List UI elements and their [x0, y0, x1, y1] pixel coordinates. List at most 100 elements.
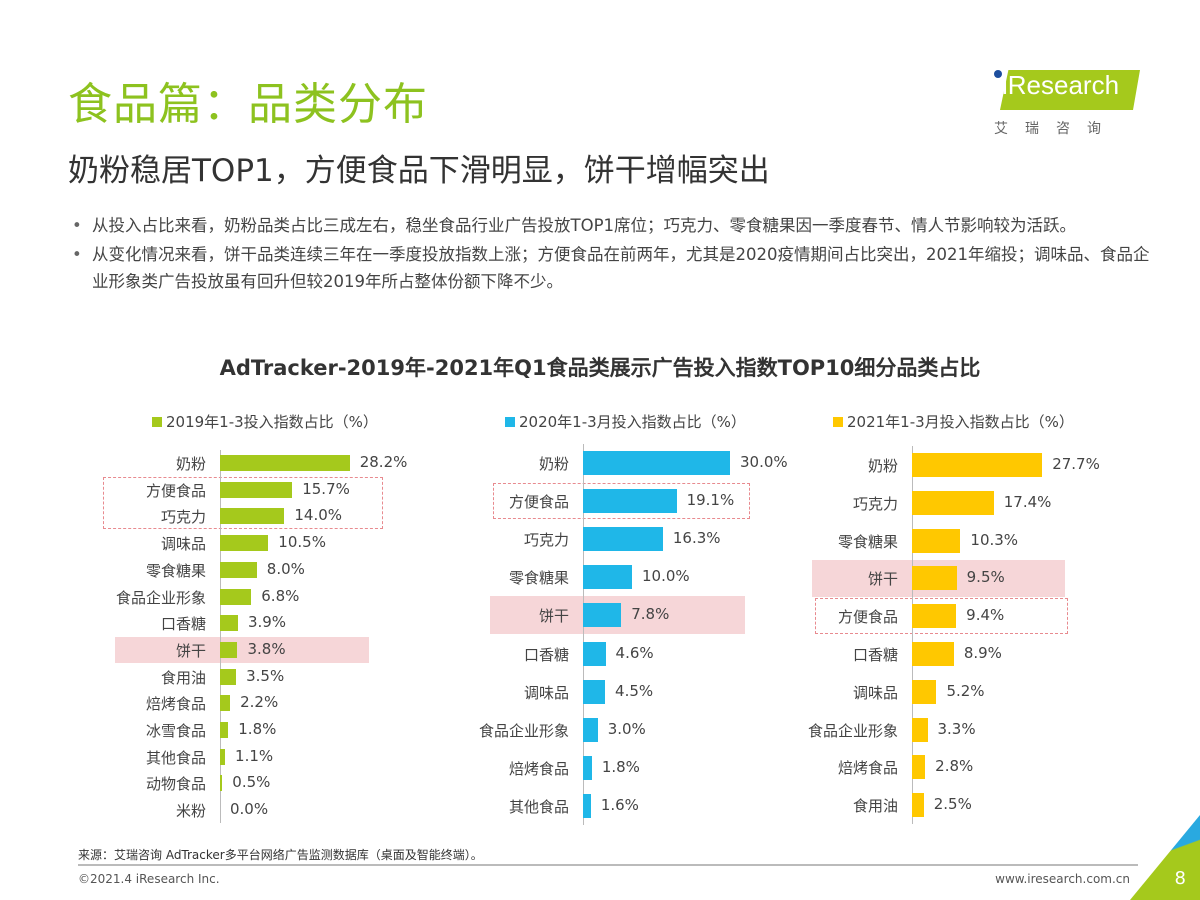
category-label: 奶粉 [538, 455, 569, 473]
bar [912, 755, 926, 780]
bar [912, 717, 928, 742]
category-label: 食品企业形象 [478, 721, 569, 740]
category-label: 调味品 [852, 683, 898, 702]
category-label: 零食糖果 [145, 561, 206, 580]
website-url: www.iresearch.com.cn [995, 872, 1130, 886]
legend-label: 2019年1-3投入指数占比（%） [166, 413, 378, 431]
bar [583, 489, 677, 514]
page-subtitle: 奶粉稳居TOP1，方便食品下滑明显，饼干增幅突出 [68, 153, 770, 189]
iresearch-logo: iResearch 艾瑞咨询 [988, 62, 1148, 142]
bar [912, 453, 1043, 477]
category-label: 奶粉 [175, 455, 206, 473]
chart-title: AdTracker-2019年-2021年Q1食品类展示广告投入指数TOP10细… [219, 356, 981, 380]
logo-background [1000, 70, 1140, 110]
legend-swatch [152, 417, 162, 427]
category-label: 方便食品 [145, 481, 206, 500]
bar [220, 508, 285, 525]
bar [220, 748, 226, 765]
category-label: 食用油 [160, 668, 206, 687]
bar [583, 565, 632, 590]
bar [912, 793, 924, 818]
bar [583, 679, 606, 704]
category-label: 方便食品 [837, 608, 898, 627]
source-note: 来源：艾瑞咨询 AdTracker多平台网络广告监测数据库（桌面及智能终端）。 [78, 848, 483, 862]
bar [912, 490, 994, 515]
category-axis [912, 446, 913, 825]
data-label: 7.8% [631, 605, 670, 624]
bar [583, 603, 622, 628]
logo-cn: 艾瑞咨询 [994, 121, 1118, 137]
copyright: ©2021.4 iResearch Inc. [78, 872, 220, 886]
bar [583, 717, 598, 742]
bar [220, 455, 350, 471]
bar [220, 775, 223, 792]
highlight-band [115, 636, 369, 664]
data-label: 3.0% [607, 719, 646, 738]
corner-decoration [1130, 815, 1200, 900]
bar [912, 642, 954, 666]
chart-legend: 2019年1-3投入指数占比（%） [152, 411, 378, 432]
category-label: 饼干 [867, 570, 898, 589]
data-label: 27.7% [1052, 455, 1100, 473]
category-axis [220, 449, 221, 824]
category-label: 食品企业形象 [115, 588, 206, 607]
category-label: 焙烤食品 [837, 759, 898, 778]
page-title: 食品篇：品类分布 [68, 79, 428, 130]
category-label: 零食糖果 [837, 532, 898, 551]
category-label: 口香糖 [160, 615, 206, 634]
legend-label: 2021年1-3月投入指数占比（%） [847, 413, 1074, 431]
bar [583, 755, 592, 780]
category-label: 食品企业形象 [807, 721, 898, 740]
data-label: 8.0% [266, 559, 305, 578]
data-label: 6.8% [261, 586, 300, 605]
legend-label: 2020年1-3月投入指数占比（%） [519, 413, 746, 431]
data-label: 1.1% [235, 746, 274, 765]
data-label: 2.8% [935, 757, 974, 776]
category-axis [583, 443, 584, 825]
category-label: 巧克力 [523, 531, 569, 550]
data-label: 9.4% [966, 606, 1005, 625]
data-label: 10.3% [970, 530, 1019, 549]
data-label: 10.0% [642, 567, 690, 586]
category-label: 巧克力 [160, 508, 206, 527]
category-label: 口香糖 [523, 645, 569, 664]
category-label: 其他食品 [508, 797, 569, 816]
highlight-dashed-box [103, 477, 383, 529]
data-label: 4.6% [615, 643, 654, 662]
data-label: 1.8% [238, 720, 277, 738]
category-label: 饼干 [175, 641, 206, 660]
bullet-list: 从投入占比来看，奶粉品类占比三成左右，稳坐食品行业广告投放TOP1席位；巧克力、… [70, 212, 1150, 297]
bar [220, 561, 257, 578]
bar [220, 641, 238, 658]
bar [583, 451, 730, 475]
data-label: 5.2% [946, 681, 985, 700]
highlight-dashed-box [815, 598, 1068, 635]
bar [220, 481, 293, 498]
bar [912, 679, 937, 704]
bar [220, 722, 229, 738]
bar [583, 793, 591, 818]
category-label: 饼干 [538, 607, 569, 626]
category-label: 方便食品 [508, 493, 569, 512]
category-label: 巧克力 [852, 494, 898, 513]
category-label: 动物食品 [145, 775, 206, 794]
data-label: 0.0% [230, 800, 269, 819]
category-label: 其他食品 [145, 748, 206, 767]
data-label: 30.0% [740, 453, 788, 471]
chart-legend: 2021年1-3月投入指数占比（%） [833, 411, 1074, 432]
data-label: 1.8% [601, 757, 640, 776]
bar [912, 566, 957, 591]
bar [912, 528, 961, 553]
legend-swatch [833, 417, 843, 427]
bar [220, 695, 231, 712]
bar [220, 535, 269, 552]
data-label: 14.0% [294, 506, 343, 525]
category-label: 调味品 [523, 683, 569, 702]
bar [220, 615, 238, 632]
data-label: 3.5% [246, 666, 285, 685]
data-label: 9.5% [966, 568, 1005, 587]
highlight-dashed-box [493, 483, 750, 520]
page-number: 8 [1174, 868, 1186, 889]
legend-swatch [505, 417, 515, 427]
